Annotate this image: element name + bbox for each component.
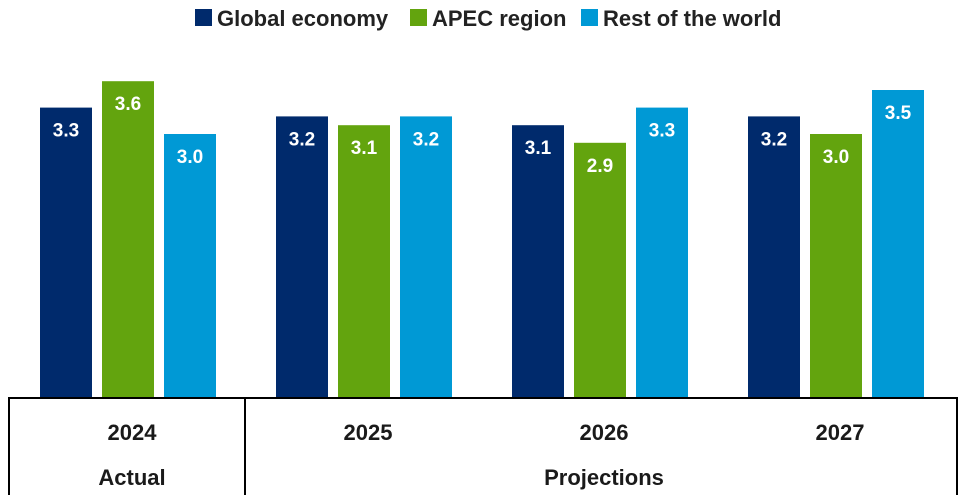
bar-global-economy-2027 [748,116,800,399]
bar-label-apec-region-2024: 3.6 [115,94,141,115]
bar-label-rest-of-the-world-2027: 3.5 [885,103,912,124]
legend-swatch-global-economy [195,9,212,26]
bar-label-rest-of-the-world-2026: 3.3 [649,121,675,142]
bar-label-global-economy-2026: 3.1 [525,138,552,159]
bar-rest-of-the-world-2024 [164,134,216,398]
bar-label-global-economy-2027: 3.2 [761,129,787,150]
legend-swatch-apec-region [410,9,427,26]
bar-global-economy-2026 [512,125,564,398]
legend-label-rest-of-the-world: Rest of the world [603,6,781,31]
bar-label-rest-of-the-world-2024: 3.0 [177,147,203,168]
legend-label-apec-region: APEC region [432,6,566,31]
bar-rest-of-the-world-2025 [400,116,452,399]
x-tick-2025: 2025 [344,420,393,445]
group-label-projections: Projections [544,465,664,490]
x-tick-2024: 2024 [108,420,158,445]
bar-apec-region-2025 [338,125,390,398]
bars [40,81,924,399]
bar-rest-of-the-world-2026 [636,107,688,398]
category-axis: 2024 2025 2026 2027 Actual Projections [8,397,958,495]
bar-apec-region-2026 [574,142,626,398]
bar-label-apec-region-2025: 3.1 [351,138,378,159]
legend: Global economy APEC region Rest of the wor… [195,6,781,31]
bar-rest-of-the-world-2027 [872,90,924,398]
bar-labels: 3.3 3.6 3.0 3.2 3.1 3.2 3.1 2.9 3.3 3.2 3.0 3.5 [53,94,912,177]
bar-label-apec-region-2027: 3.0 [823,147,849,168]
bar-label-global-economy-2024: 3.3 [53,121,79,142]
bar-label-global-economy-2025: 3.2 [289,129,315,150]
bar-label-apec-region-2026: 2.9 [587,156,613,177]
group-label-actual: Actual [98,465,165,490]
bar-label-rest-of-the-world-2025: 3.2 [413,129,439,150]
bar-global-economy-2024 [40,107,92,398]
bar-apec-region-2027 [810,134,862,398]
legend-label-global-economy: Global economy [217,6,389,31]
legend-swatch-rest-of-the-world [581,9,598,26]
bar-global-economy-2025 [276,116,328,399]
bar-apec-region-2024 [102,81,154,398]
x-tick-2026: 2026 [580,420,629,445]
x-tick-2027: 2027 [816,420,865,445]
